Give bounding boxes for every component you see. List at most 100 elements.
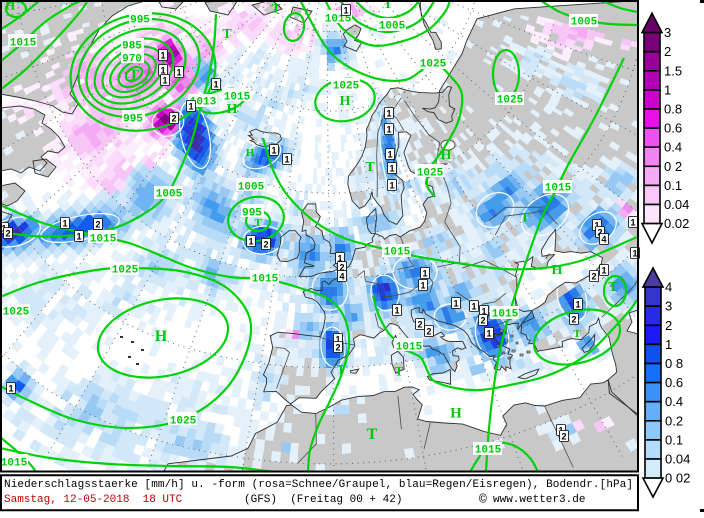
svg-text:0.6: 0.6	[664, 121, 682, 136]
svg-text:1: 1	[486, 329, 491, 339]
svg-text:1: 1	[471, 302, 476, 312]
svg-text:3: 3	[664, 25, 671, 40]
svg-text:2: 2	[664, 44, 671, 59]
svg-text:1015: 1015	[90, 234, 117, 246]
svg-text:T: T	[383, 0, 393, 12]
svg-text:T: T	[608, 280, 618, 295]
svg-text:T: T	[129, 67, 140, 84]
svg-text:2: 2	[480, 316, 485, 326]
svg-text:1: 1	[76, 232, 81, 242]
svg-text:1: 1	[284, 155, 289, 165]
svg-text:1: 1	[213, 80, 218, 90]
svg-text:1: 1	[422, 269, 427, 279]
svg-text:1: 1	[8, 384, 13, 394]
svg-text:1015: 1015	[224, 92, 251, 104]
svg-text:1.5: 1.5	[664, 63, 682, 78]
svg-text:www.wetter3.de: www.wetter3.de	[493, 494, 585, 506]
svg-text:1: 1	[665, 337, 672, 352]
svg-text:1: 1	[343, 6, 348, 16]
svg-text:1: 1	[271, 146, 276, 156]
svg-text:1005: 1005	[156, 189, 183, 201]
svg-text:1025: 1025	[333, 81, 360, 93]
svg-text:0 2: 0 2	[664, 159, 682, 174]
svg-text:0.04: 0.04	[665, 452, 690, 467]
svg-text:T: T	[272, 1, 281, 16]
svg-text:1: 1	[664, 82, 671, 97]
svg-text:1005: 1005	[238, 182, 265, 194]
svg-text:H: H	[246, 147, 255, 159]
svg-text:T: T	[367, 426, 378, 443]
svg-text:2: 2	[339, 263, 344, 273]
svg-text:1: 1	[389, 181, 394, 191]
svg-text:2: 2	[426, 327, 431, 337]
svg-text:H: H	[5, 0, 15, 13]
svg-text:2: 2	[95, 220, 100, 230]
svg-text:1: 1	[481, 307, 486, 317]
svg-text:1: 1	[335, 335, 340, 345]
svg-text:©: ©	[479, 492, 487, 507]
svg-text:2: 2	[591, 272, 596, 282]
svg-text:0.4: 0.4	[665, 394, 683, 409]
svg-text:(GFS) (Freitag 00 + 42): (GFS) (Freitag 00 + 42)	[244, 494, 402, 506]
svg-text:1013: 1013	[190, 97, 217, 109]
svg-text:1: 1	[389, 164, 394, 174]
svg-text:1005: 1005	[571, 17, 598, 29]
svg-text:1: 1	[575, 300, 580, 310]
svg-text:2: 2	[561, 432, 566, 442]
svg-text:1: 1	[632, 249, 637, 259]
svg-text:1: 1	[160, 66, 165, 76]
svg-text:1: 1	[160, 51, 165, 61]
svg-text:1015: 1015	[325, 14, 352, 26]
svg-text:Niederschlagsstaerke [mm/h] u.: Niederschlagsstaerke [mm/h] u. -form (ro…	[4, 479, 633, 491]
svg-text:1: 1	[248, 237, 253, 247]
svg-text:1: 1	[386, 125, 391, 135]
svg-text:0.04: 0.04	[664, 197, 689, 212]
svg-text:1015: 1015	[475, 445, 502, 457]
svg-text:1: 1	[601, 266, 606, 276]
svg-text:1: 1	[188, 102, 193, 112]
svg-text:1015: 1015	[10, 38, 37, 50]
svg-text:1: 1	[630, 218, 635, 228]
svg-text:1: 1	[453, 299, 458, 309]
svg-text:0.8: 0.8	[664, 102, 682, 117]
svg-text:2: 2	[263, 240, 268, 250]
svg-text:T: T	[337, 362, 346, 377]
svg-text:1025: 1025	[112, 265, 139, 277]
svg-text:995: 995	[242, 208, 262, 220]
svg-text:T: T	[222, 27, 232, 42]
svg-text:2: 2	[571, 315, 576, 325]
svg-text:4: 4	[339, 272, 344, 282]
svg-text:T: T	[395, 364, 404, 379]
svg-text:H: H	[441, 148, 452, 163]
svg-text:1015: 1015	[252, 274, 279, 286]
svg-text:1025: 1025	[420, 59, 447, 71]
svg-text:1015: 1015	[545, 183, 572, 195]
svg-text:2: 2	[417, 320, 422, 330]
svg-text:1: 1	[176, 68, 181, 78]
svg-text:1025: 1025	[417, 168, 444, 180]
svg-text:H: H	[227, 102, 238, 117]
svg-text:0.6: 0.6	[665, 375, 683, 390]
svg-text:3: 3	[665, 299, 672, 314]
svg-text:1: 1	[420, 281, 425, 291]
svg-text:0.4: 0.4	[664, 140, 682, 155]
svg-text:1: 1	[337, 254, 342, 264]
svg-text:2: 2	[665, 318, 672, 333]
svg-text:985: 985	[122, 41, 142, 53]
svg-text:1: 1	[387, 150, 392, 160]
svg-text:1005: 1005	[379, 21, 406, 33]
svg-text:995: 995	[123, 114, 143, 126]
svg-text:1: 1	[394, 306, 399, 316]
svg-text:0 02: 0 02	[665, 471, 690, 486]
svg-text:1015: 1015	[396, 342, 423, 354]
svg-text:T: T	[573, 328, 581, 340]
svg-text:0.2: 0.2	[665, 413, 683, 428]
svg-text:T: T	[254, 217, 262, 229]
svg-text:1015: 1015	[1, 458, 28, 470]
svg-text:2: 2	[171, 114, 176, 124]
svg-text:1: 1	[386, 109, 391, 119]
svg-text:995: 995	[130, 15, 150, 27]
svg-text:1015: 1015	[492, 309, 519, 321]
svg-text:1: 1	[162, 76, 167, 86]
svg-text:0.02: 0.02	[664, 216, 689, 231]
